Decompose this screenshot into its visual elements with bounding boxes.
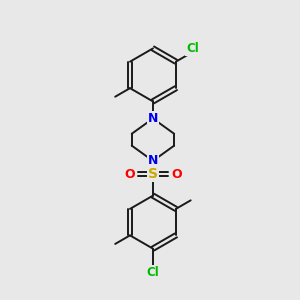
Text: Cl: Cl	[186, 42, 199, 55]
Text: N: N	[148, 112, 158, 125]
Text: O: O	[124, 168, 135, 181]
Text: S: S	[148, 167, 158, 181]
Text: Cl: Cl	[147, 266, 159, 279]
Text: O: O	[171, 168, 181, 181]
Text: N: N	[148, 154, 158, 167]
